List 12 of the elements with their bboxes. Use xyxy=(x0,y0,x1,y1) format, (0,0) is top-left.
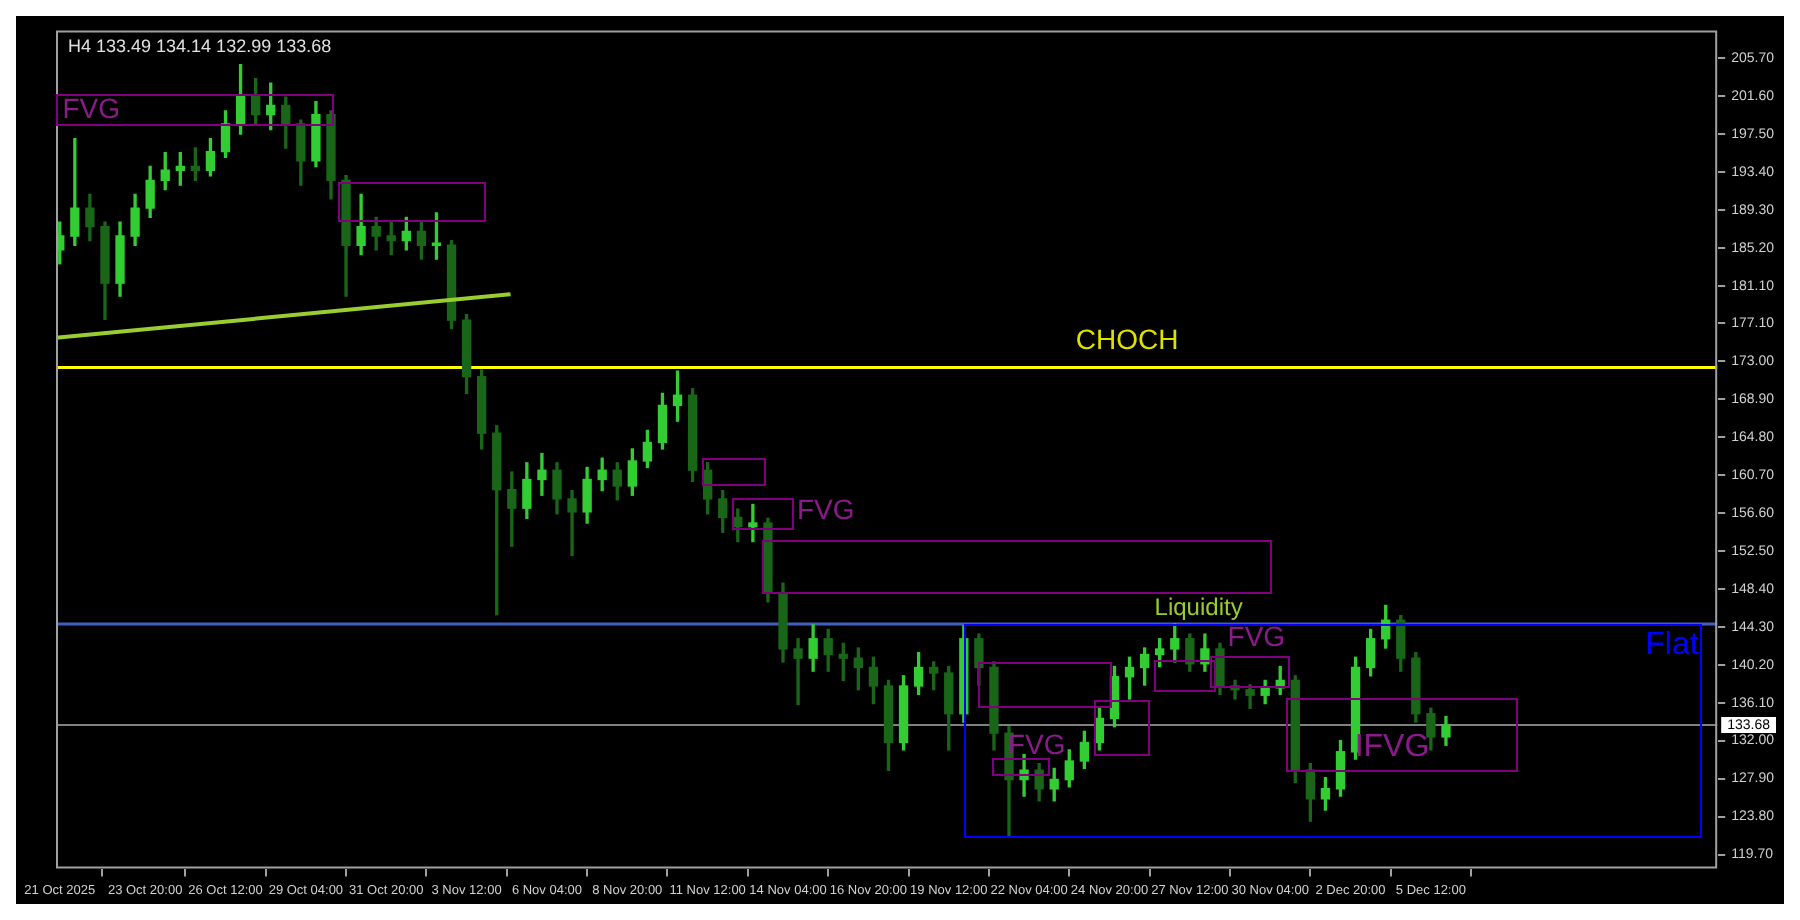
annotation: FVG xyxy=(62,91,120,124)
annotation: FVG xyxy=(1227,619,1286,652)
candlestick xyxy=(748,503,758,543)
annotation: CHOCH xyxy=(1075,323,1179,356)
annotation: Liquidity xyxy=(1154,592,1243,621)
candlestick xyxy=(793,638,803,706)
annotation: FVG xyxy=(796,492,855,525)
chart-title: H4 133.49 134.14 132.99 133.68 xyxy=(68,36,332,57)
candlestick xyxy=(567,489,577,557)
annotation: Flat xyxy=(1645,628,1700,663)
annotation: IFVG xyxy=(1354,729,1430,764)
candlestick xyxy=(537,452,547,496)
